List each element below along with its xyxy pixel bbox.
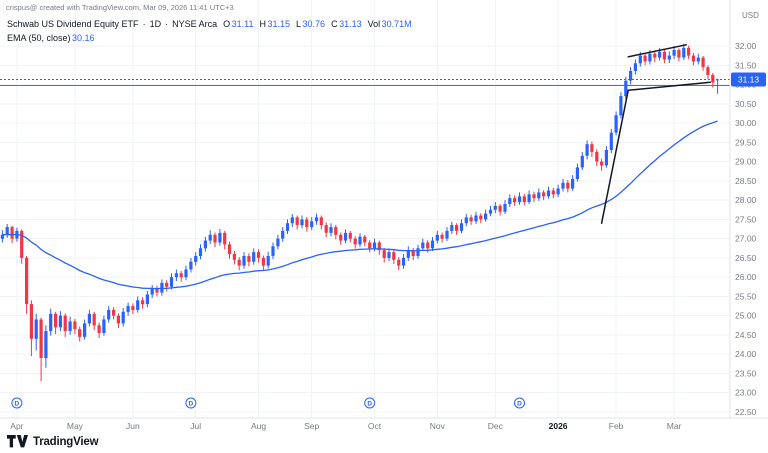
svg-text:May: May bbox=[67, 421, 84, 431]
svg-text:24.00: 24.00 bbox=[735, 349, 757, 359]
volume-value: 30.71M bbox=[381, 19, 412, 29]
low-value: 30.76 bbox=[302, 19, 326, 29]
exchange-label: NYSE Arca bbox=[172, 19, 218, 29]
last-price-badge bbox=[731, 72, 766, 87]
svg-text:Feb: Feb bbox=[609, 421, 624, 431]
volume-label: Vol bbox=[367, 19, 381, 29]
svg-text:Nov: Nov bbox=[430, 421, 446, 431]
svg-text:32.00: 32.00 bbox=[735, 41, 757, 51]
svg-text:24.50: 24.50 bbox=[735, 330, 757, 340]
attribution-text: crispus@ created with TradingView.com, M… bbox=[6, 3, 234, 12]
svg-text:29.50: 29.50 bbox=[735, 137, 757, 147]
svg-text:23.50: 23.50 bbox=[735, 369, 757, 379]
svg-text:Sep: Sep bbox=[304, 421, 319, 431]
svg-text:D: D bbox=[189, 401, 194, 408]
separator-dot-2: · bbox=[165, 19, 169, 29]
svg-text:Jul: Jul bbox=[190, 421, 201, 431]
interval-label[interactable]: 1D bbox=[149, 19, 162, 29]
separator-dot: · bbox=[142, 19, 146, 29]
low-label: L bbox=[296, 19, 302, 29]
svg-text:31.13: 31.13 bbox=[738, 75, 760, 85]
open-label: O bbox=[223, 19, 231, 29]
symbol-legend: Schwab US Dividend Equity ETF · 1D · NYS… bbox=[7, 19, 412, 43]
svg-text:30.00: 30.00 bbox=[735, 118, 757, 128]
svg-text:Dec: Dec bbox=[488, 421, 504, 431]
svg-text:D: D bbox=[517, 401, 522, 408]
close-value: 31.13 bbox=[339, 19, 362, 29]
tradingview-logomark-icon bbox=[7, 434, 28, 448]
open-value: 31.11 bbox=[231, 19, 254, 29]
svg-text:26.00: 26.00 bbox=[735, 272, 757, 282]
svg-text:25.00: 25.00 bbox=[735, 311, 757, 321]
high-label: H bbox=[259, 19, 266, 29]
svg-text:27.00: 27.00 bbox=[735, 234, 757, 244]
svg-text:Mar: Mar bbox=[667, 421, 682, 431]
time-axis[interactable]: Apr May Jun Jul Aug Sep Oct Nov Dec 2026 Feb Mar bbox=[10, 421, 681, 431]
price-axis[interactable]: USD32.0031.5031.0030.5030.0029.5029.0028… bbox=[731, 11, 766, 417]
svg-text:27.50: 27.50 bbox=[735, 214, 757, 224]
indicator-value: 30.16 bbox=[72, 33, 95, 43]
svg-text:28.50: 28.50 bbox=[735, 176, 757, 186]
svg-text:22.50: 22.50 bbox=[735, 407, 757, 417]
ema-50-line[interactable] bbox=[2, 120, 718, 290]
svg-text:Jun: Jun bbox=[126, 421, 140, 431]
svg-text:30.50: 30.50 bbox=[735, 99, 757, 109]
svg-text:2026: 2026 bbox=[549, 421, 568, 431]
indicator-row[interactable]: EMA (50, close) 30.16 bbox=[7, 33, 412, 43]
grid-lines bbox=[0, 0, 730, 418]
currency-label: USD bbox=[742, 11, 759, 20]
high-value: 31.15 bbox=[267, 19, 291, 29]
trendline-drawings[interactable] bbox=[600, 44, 712, 224]
svg-text:D: D bbox=[15, 401, 20, 408]
candlestick-series[interactable] bbox=[0, 43, 720, 382]
svg-text:Aug: Aug bbox=[251, 421, 266, 431]
symbol-row[interactable]: Schwab US Dividend Equity ETF · 1D · NYS… bbox=[7, 19, 412, 29]
tradingview-wordmark: TradingView bbox=[33, 435, 99, 448]
svg-text:23.00: 23.00 bbox=[735, 388, 757, 398]
tradingview-logo[interactable]: TradingView bbox=[7, 434, 99, 449]
svg-text:29.00: 29.00 bbox=[735, 157, 757, 167]
indicator-name: EMA (50, close) bbox=[7, 33, 71, 43]
svg-text:Oct: Oct bbox=[368, 421, 382, 431]
svg-text:26.50: 26.50 bbox=[735, 253, 757, 263]
svg-text:25.50: 25.50 bbox=[735, 291, 757, 301]
svg-text:D: D bbox=[367, 401, 372, 408]
svg-text:31.50: 31.50 bbox=[735, 60, 757, 70]
symbol-title[interactable]: Schwab US Dividend Equity ETF bbox=[7, 19, 139, 29]
svg-text:28.00: 28.00 bbox=[735, 195, 757, 205]
close-label: C bbox=[331, 19, 338, 29]
svg-text:Apr: Apr bbox=[10, 421, 23, 431]
